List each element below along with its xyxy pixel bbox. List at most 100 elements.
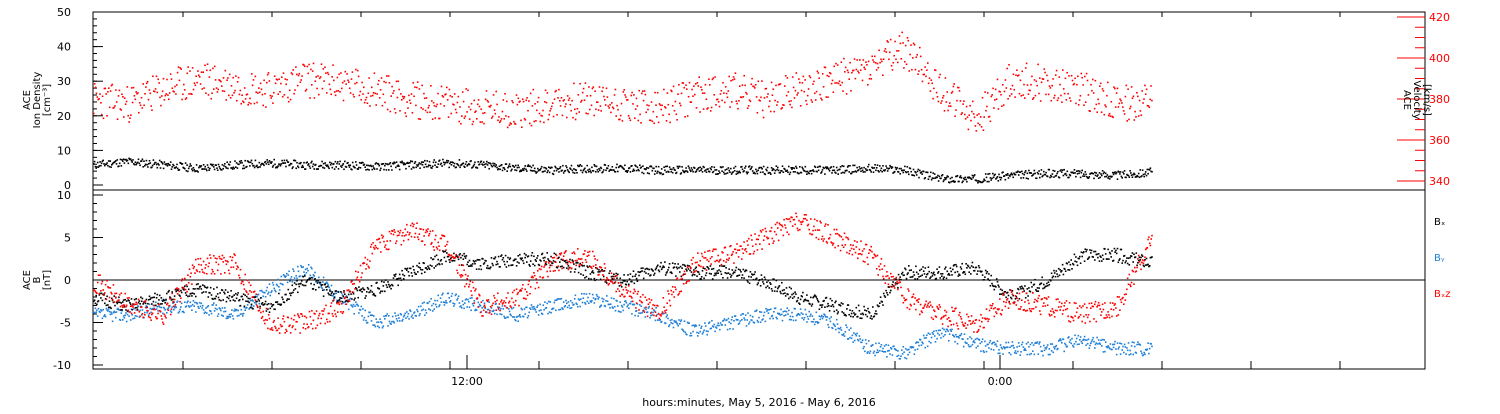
data-point: [1107, 347, 1109, 349]
data-point: [1067, 346, 1069, 348]
data-point: [232, 168, 234, 170]
data-point: [780, 83, 782, 85]
data-point: [519, 101, 521, 103]
data-point: [180, 290, 182, 292]
data-point: [940, 337, 942, 339]
data-point: [716, 327, 718, 329]
data-point: [1058, 97, 1060, 99]
data-point: [187, 66, 189, 68]
data-point: [581, 293, 583, 295]
data-point: [139, 102, 141, 104]
data-point: [503, 167, 505, 169]
data-point: [645, 316, 647, 318]
data-point: [878, 50, 880, 52]
data-point: [791, 312, 793, 314]
data-point: [913, 43, 915, 45]
data-point: [805, 100, 807, 102]
data-point: [269, 160, 271, 162]
data-point: [720, 93, 722, 95]
data-point: [484, 164, 486, 166]
data-point: [159, 160, 161, 162]
data-point: [246, 166, 248, 168]
data-point: [243, 165, 245, 167]
data-point: [641, 268, 643, 270]
data-point: [465, 257, 467, 259]
data-point: [904, 61, 906, 63]
data-point: [902, 42, 904, 44]
data-point: [458, 121, 460, 123]
data-point: [1038, 173, 1040, 175]
data-point: [287, 298, 289, 300]
data-point: [1140, 110, 1142, 112]
data-point: [385, 163, 387, 165]
data-point: [602, 87, 604, 89]
data-point: [672, 262, 674, 264]
data-point: [188, 168, 190, 170]
data-point: [506, 101, 508, 103]
data-point: [776, 280, 778, 282]
data-point: [1075, 103, 1077, 105]
data-point: [699, 167, 701, 169]
data-point: [970, 346, 972, 348]
data-point: [611, 102, 613, 104]
data-point: [619, 278, 621, 280]
data-point: [568, 172, 570, 174]
data-point: [600, 105, 602, 107]
data-point: [474, 263, 476, 265]
data-point: [488, 162, 490, 164]
data-point: [1034, 170, 1036, 172]
data-point: [961, 114, 963, 116]
data-point: [364, 166, 366, 168]
data-point: [153, 301, 155, 303]
data-point: [742, 274, 744, 276]
data-point: [539, 304, 541, 306]
data-point: [216, 287, 218, 289]
data-point: [525, 119, 527, 121]
data-point: [883, 58, 885, 60]
data-point: [732, 171, 734, 173]
data-point: [262, 94, 264, 96]
data-point: [583, 297, 585, 299]
data-point: [1092, 79, 1094, 81]
data-point: [1101, 111, 1103, 113]
data-point: [690, 332, 692, 334]
data-point: [1096, 104, 1098, 106]
data-point: [686, 334, 688, 336]
data-point: [665, 166, 667, 168]
data-point: [279, 91, 281, 93]
data-point: [242, 315, 244, 317]
data-point: [179, 80, 181, 82]
data-point: [567, 307, 569, 309]
data-point: [485, 99, 487, 101]
data-point: [538, 97, 540, 99]
data-point: [1120, 100, 1122, 102]
data-point: [943, 329, 945, 331]
data-point: [384, 102, 386, 104]
data-point: [503, 118, 505, 120]
data-point: [655, 104, 657, 106]
data-point: [1144, 85, 1146, 87]
data-point: [384, 291, 386, 293]
data-point: [1039, 177, 1041, 179]
data-point: [1118, 171, 1120, 173]
data-point: [792, 76, 794, 78]
data-point: [650, 315, 652, 317]
data-point: [835, 329, 837, 331]
data-point: [480, 108, 482, 110]
data-point: [670, 322, 672, 324]
data-point: [397, 314, 399, 316]
data-point: [135, 91, 137, 93]
data-point: [666, 171, 668, 173]
data-point: [1073, 346, 1075, 348]
data-point: [692, 274, 694, 276]
data-point: [423, 302, 425, 304]
data-point: [949, 333, 951, 335]
data-point: [109, 166, 111, 168]
data-point: [267, 293, 269, 295]
data-point: [418, 306, 420, 308]
data-point: [99, 312, 101, 314]
data-point: [218, 313, 220, 315]
data-point: [796, 94, 798, 96]
data-point: [1074, 172, 1076, 174]
data-point: [638, 275, 640, 277]
